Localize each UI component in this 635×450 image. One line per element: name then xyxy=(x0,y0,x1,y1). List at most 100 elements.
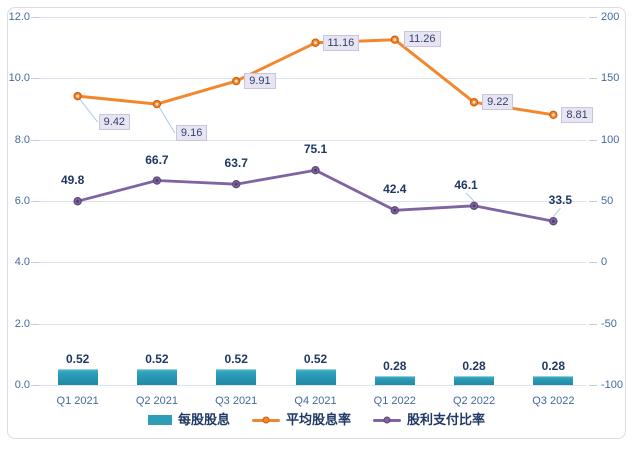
gridline xyxy=(38,385,586,386)
right-tick-mark xyxy=(589,324,597,325)
legend-line-dot-icon xyxy=(262,416,270,424)
gridline xyxy=(38,324,586,325)
x-axis-label: Q1 2022 xyxy=(373,395,416,407)
legend-item-average-dividend-yield: 平均股息率 xyxy=(251,412,351,428)
payout-ratio-marker-center xyxy=(314,168,317,172)
x-axis-label: Q2 2022 xyxy=(452,395,496,407)
right-tick-mark xyxy=(589,385,597,386)
average-dividend-yield-marker-center xyxy=(234,79,238,83)
left-tick-mark xyxy=(31,140,39,141)
gridline xyxy=(38,262,586,263)
left-axis-tick-label: 2.0 xyxy=(14,318,30,330)
right-tick-mark xyxy=(589,201,597,202)
right-axis-tick-label: -100 xyxy=(601,379,624,391)
right-axis-tick-label: 200 xyxy=(601,11,620,23)
dividend-per-share-bar xyxy=(295,369,336,385)
average-dividend-yield-value-label: 9.42 xyxy=(98,114,131,131)
dividend-per-share-value-label: 0.52 xyxy=(65,352,90,367)
average-dividend-yield-marker-center xyxy=(472,100,476,104)
legend-label: 平均股息率 xyxy=(285,412,351,427)
right-axis-tick-label: -50 xyxy=(601,317,617,330)
legend-item-dividend-per-share: 每股股息 xyxy=(147,412,230,428)
payout-ratio-marker-center xyxy=(472,204,476,208)
legend-label: 每股股息 xyxy=(177,412,230,427)
payout-ratio-marker-center xyxy=(234,182,238,186)
payout-ratio-label-leader xyxy=(465,192,475,202)
chart-card xyxy=(7,7,626,439)
x-axis-label: Q4 2021 xyxy=(294,395,337,407)
average-dividend-yield-value-label: 9.16 xyxy=(175,125,208,142)
left-axis-tick-label: 0.0 xyxy=(14,379,30,391)
left-axis-tick-label: 4.0 xyxy=(14,256,30,268)
dividend-per-share-bar xyxy=(216,369,257,385)
right-tick-mark xyxy=(589,140,597,141)
x-axis-label: Q2 2021 xyxy=(135,395,179,407)
x-axis-label: Q1 2021 xyxy=(56,395,99,407)
gridline xyxy=(38,201,586,202)
left-tick-mark xyxy=(31,262,39,263)
right-axis-tick-label: 50 xyxy=(601,195,614,207)
payout-ratio-marker-center xyxy=(76,199,80,203)
left-tick-mark xyxy=(31,17,39,18)
average-dividend-yield-value-label: 11.16 xyxy=(322,34,360,51)
payout-ratio-value-label: 63.7 xyxy=(224,156,248,171)
dividend-per-share-bar xyxy=(454,376,495,385)
average-dividend-yield-label-leader xyxy=(159,107,176,134)
average-dividend-yield-label-leader xyxy=(79,99,99,123)
dividend-per-share-value-label: 0.52 xyxy=(303,352,328,367)
dividend-per-share-bar xyxy=(136,369,177,385)
gridline xyxy=(38,78,586,79)
payout-ratio-value-label: 49.8 xyxy=(60,173,85,188)
dividend-per-share-value-label: 0.52 xyxy=(145,352,169,367)
dividend-per-share-value-label: 0.28 xyxy=(383,359,407,374)
legend-item-payout-ratio: 股利支付比率 xyxy=(373,412,485,428)
legend-bar-swatch-icon xyxy=(147,415,172,425)
left-axis-tick-label: 6.0 xyxy=(14,195,30,207)
average-dividend-yield-marker-center xyxy=(76,94,80,98)
right-tick-mark xyxy=(589,17,597,18)
payout-ratio-marker-center xyxy=(155,179,159,182)
dividend-per-share-bar xyxy=(533,376,574,385)
legend-line-marker-icon xyxy=(251,416,280,424)
legend: 每股股息 平均股息率 股利支付比率 xyxy=(7,412,626,428)
payout-ratio-value-label: 33.5 xyxy=(548,193,573,208)
average-dividend-yield-value-label: 11.26 xyxy=(403,30,441,47)
x-axis-label: Q3 2021 xyxy=(215,395,258,407)
payout-ratio-value-label: 66.7 xyxy=(145,152,169,167)
left-tick-mark xyxy=(31,201,39,202)
left-tick-mark xyxy=(31,324,39,325)
legend-line-dot-icon xyxy=(383,416,391,424)
average-dividend-yield-marker-center xyxy=(393,38,397,42)
payout-ratio-marker-center xyxy=(551,219,555,223)
left-axis-tick-label: 12.0 xyxy=(8,11,30,23)
average-dividend-yield-marker-center xyxy=(155,102,159,106)
right-axis-tick-label: 150 xyxy=(601,72,620,85)
left-axis-tick-label: 10.0 xyxy=(8,72,30,84)
gridline xyxy=(38,17,586,18)
dividend-per-share-bar xyxy=(57,369,98,385)
legend-label: 股利支付比率 xyxy=(407,412,486,427)
payout-ratio-label-leader xyxy=(552,207,561,218)
payout-ratio-value-label: 75.1 xyxy=(303,142,328,157)
dividend-per-share-value-label: 0.52 xyxy=(224,352,248,367)
average-dividend-yield-marker-center xyxy=(314,41,317,45)
dividend-per-share-bar xyxy=(374,376,415,385)
right-axis-tick-label: 0 xyxy=(601,256,608,269)
left-tick-mark xyxy=(31,78,39,79)
left-tick-mark xyxy=(31,385,39,386)
left-axis-tick-label: 8.0 xyxy=(14,134,30,146)
dividend-per-share-value-label: 0.28 xyxy=(541,359,566,374)
right-axis-tick-label: 100 xyxy=(601,133,620,146)
average-dividend-yield-value-label: 9.91 xyxy=(244,73,276,90)
dividend-per-share-value-label: 0.28 xyxy=(462,359,486,374)
payout-ratio-value-label: 46.1 xyxy=(454,177,478,192)
legend-line-marker-icon xyxy=(373,416,401,424)
x-axis-label: Q3 2022 xyxy=(532,395,575,407)
average-dividend-yield-marker-center xyxy=(551,113,555,117)
payout-ratio-value-label: 42.4 xyxy=(383,182,407,197)
average-dividend-yield-value-label: 8.81 xyxy=(561,106,593,123)
average-dividend-yield-value-label: 9.22 xyxy=(482,94,514,111)
gridline xyxy=(38,140,586,141)
